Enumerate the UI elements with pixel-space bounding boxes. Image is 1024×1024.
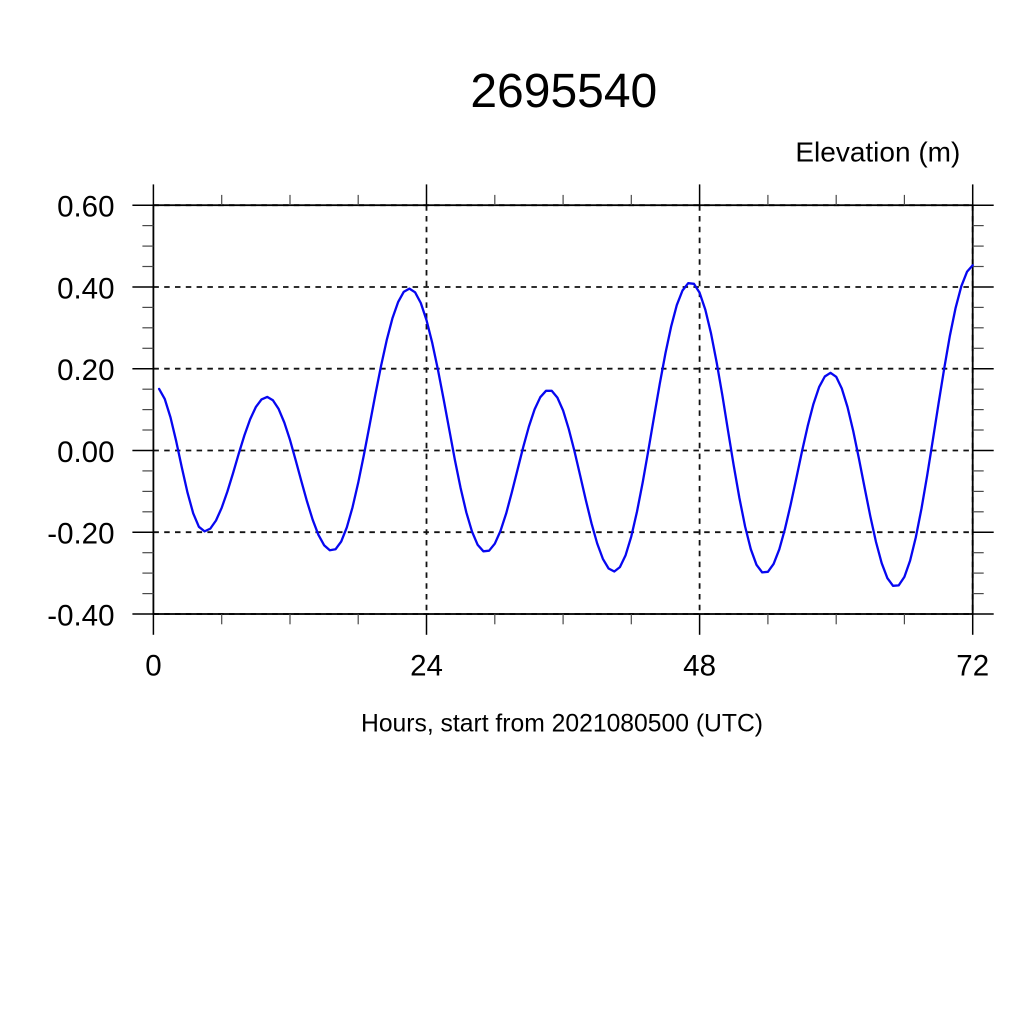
svg-text:0.20: 0.20 xyxy=(57,354,114,387)
svg-text:Elevation (m): Elevation (m) xyxy=(795,136,960,167)
svg-text:0.00: 0.00 xyxy=(57,436,114,469)
svg-text:Hours, start from 2021080500 (: Hours, start from 2021080500 (UTC) xyxy=(361,711,763,738)
svg-text:-0.20: -0.20 xyxy=(47,518,114,551)
svg-text:24: 24 xyxy=(410,649,443,682)
svg-text:0: 0 xyxy=(145,649,161,682)
svg-text:0.60: 0.60 xyxy=(57,191,114,224)
svg-text:0.40: 0.40 xyxy=(57,272,114,305)
svg-text:2695540: 2695540 xyxy=(470,65,657,118)
svg-text:48: 48 xyxy=(683,649,716,682)
svg-text:72: 72 xyxy=(956,649,989,682)
svg-text:-0.40: -0.40 xyxy=(47,599,114,632)
